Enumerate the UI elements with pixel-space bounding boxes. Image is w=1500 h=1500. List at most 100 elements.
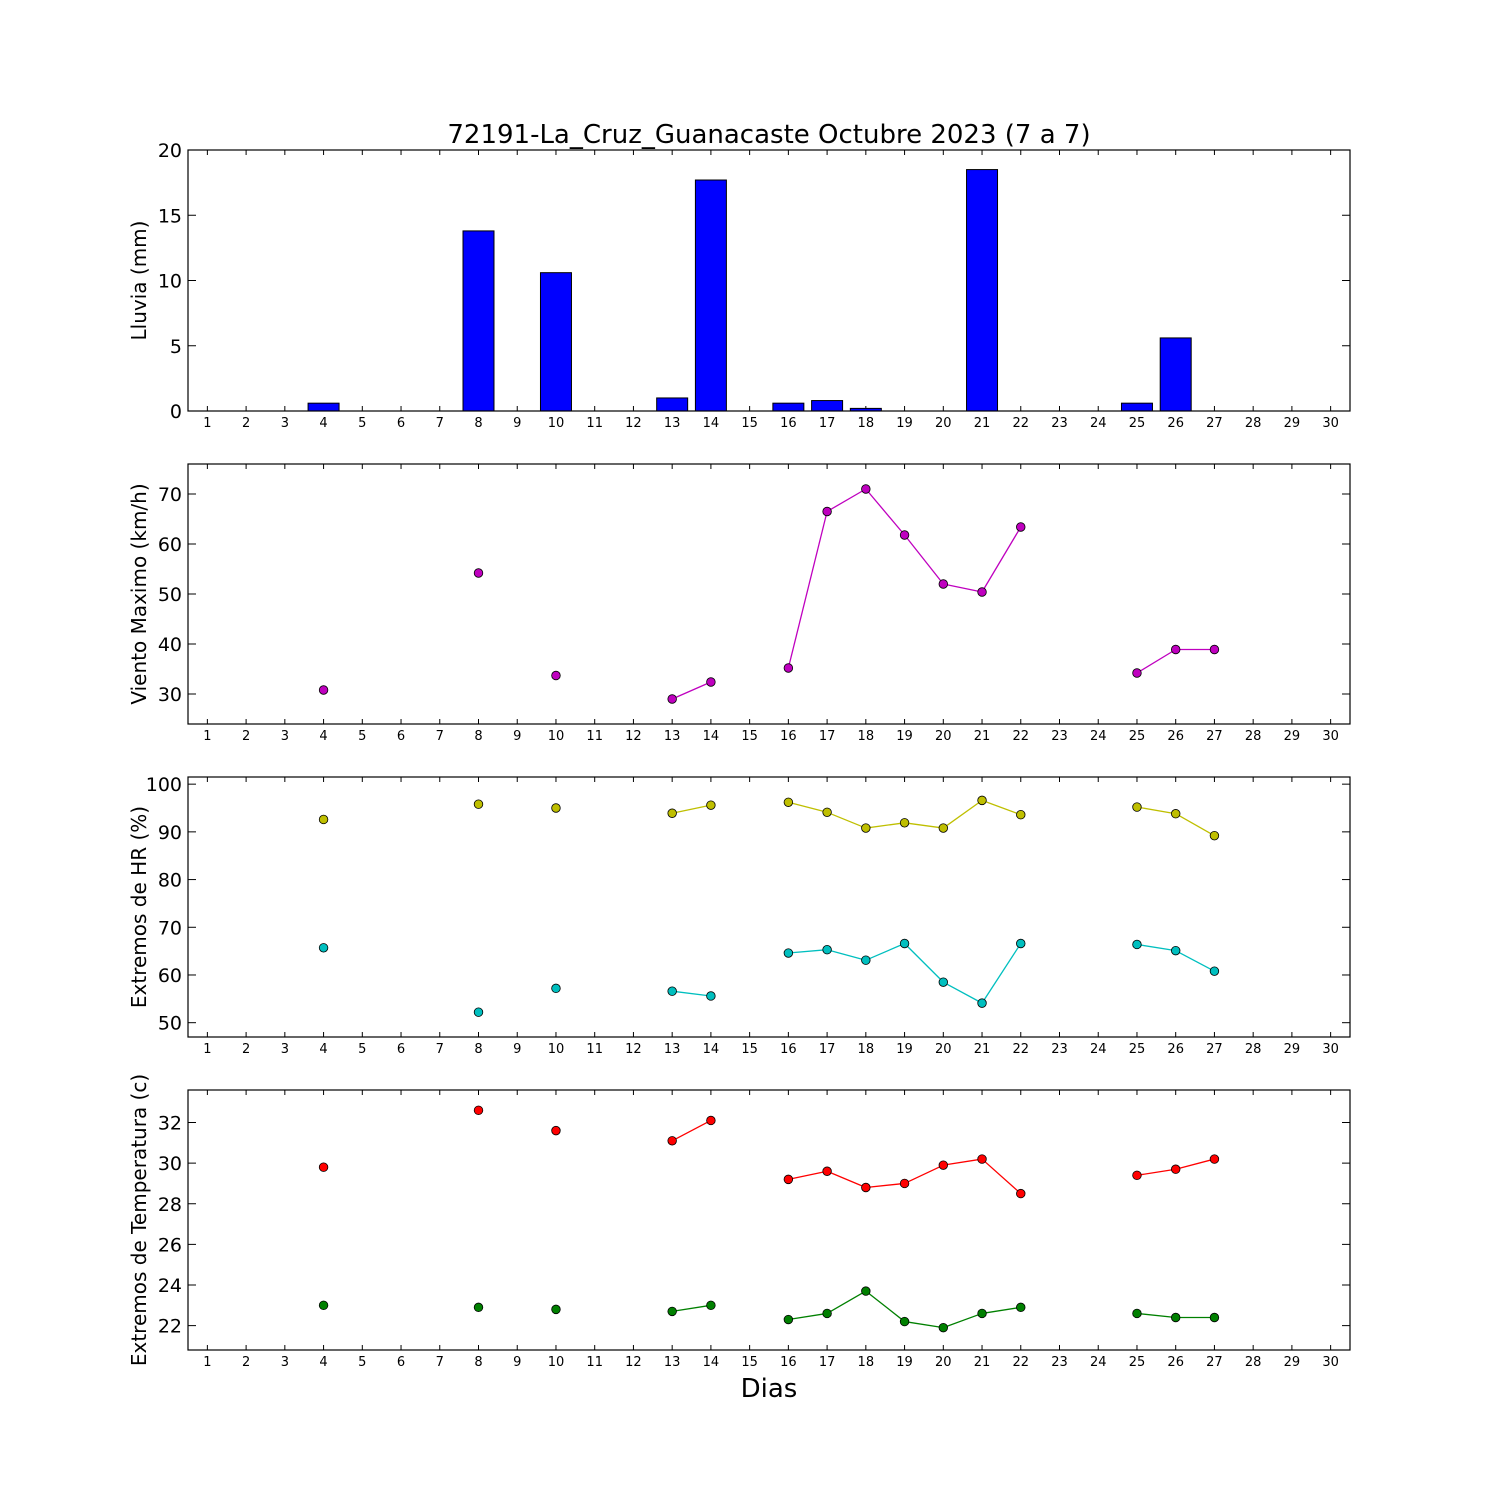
- temperature-series-1-point: [861, 1286, 871, 1296]
- temperature-series-0-segment: [904, 1164, 944, 1185]
- wind-series-0-segment: [671, 681, 712, 700]
- rain-xtick-label: 3: [281, 416, 289, 431]
- wind-series-0-point: [667, 694, 677, 704]
- wind-xtick-label: 5: [358, 729, 366, 744]
- temperature-axes-frame: [187, 1089, 1351, 1351]
- humidity-series-0-segment: [942, 799, 983, 829]
- wind-series-0-point: [1170, 644, 1181, 655]
- rain-xtick-label: 24: [1090, 416, 1107, 431]
- humidity-ytick-label: 60: [158, 965, 182, 987]
- wind-xtick-label: 25: [1129, 729, 1146, 744]
- humidity-series-1-segment: [672, 990, 711, 997]
- temperature-series-1-point: [899, 1316, 910, 1327]
- temperature-series-0-segment: [788, 1170, 828, 1181]
- rain-bar: [1120, 402, 1153, 412]
- humidity-ytick-label: 50: [158, 1013, 182, 1035]
- temperature-series-1-segment: [1136, 1312, 1176, 1319]
- temperature-panel: 1 2 3 4 5 6 7 8 9 10 11 12 13 14 15 16 17 18 19 20 21 22 23 24 2…: [127, 1074, 1351, 1370]
- humidity-series-1-point: [551, 983, 561, 994]
- temperature-series-0-point: [473, 1105, 484, 1116]
- rain-xtick-label: 12: [625, 416, 642, 431]
- temperature-series-1-point: [1170, 1312, 1181, 1323]
- wind-xtick-label: 11: [586, 729, 603, 744]
- temperature-series-0-point: [938, 1160, 949, 1170]
- wind-xtick-label: 29: [1284, 729, 1301, 744]
- temperature-xtick-label: 14: [703, 1355, 720, 1370]
- temperature-xtick-label: 15: [741, 1355, 758, 1370]
- rain-bar: [539, 272, 572, 412]
- temperature-series-0-segment: [671, 1119, 712, 1142]
- wind-xtick-label: 20: [935, 729, 952, 744]
- temperature-series-1-segment: [943, 1312, 983, 1329]
- rain-xtick-label: 14: [703, 416, 720, 431]
- temperature-series-0-point: [1132, 1170, 1142, 1181]
- wind-xtick-label: 26: [1167, 729, 1184, 744]
- rain-axes-frame: [187, 149, 1351, 412]
- chart-panels: 1 2 3 4 5 6 7 8 9 10 11 12 13 14 15 16 17 18 19 20 21 22 23 24 2…: [127, 140, 1351, 1370]
- rain-xtick-label: 4: [319, 416, 327, 431]
- temperature-xtick-label: 17: [819, 1355, 836, 1370]
- rain-xtick-label: 22: [1012, 416, 1029, 431]
- temperature-y-axis-label: Extremos de Temperatura (c): [127, 1074, 151, 1366]
- temperature-series-1-point: [667, 1306, 677, 1317]
- humidity-series-1-point: [1209, 966, 1220, 976]
- wind-series-0-segment: [787, 511, 828, 669]
- temperature-series-1-segment: [826, 1290, 867, 1315]
- humidity-y-axis-label: Extremos de HR (%): [127, 806, 151, 1008]
- wind-ytick-label: 60: [158, 534, 182, 556]
- humidity-series-0-segment: [1136, 806, 1176, 815]
- x-axis-label: Dias: [741, 1374, 798, 1404]
- wind-xtick-label: 19: [896, 729, 913, 744]
- humidity-xtick-label: 11: [586, 1042, 603, 1057]
- humidity-series-0-segment: [826, 811, 867, 829]
- wind-xtick-label: 2: [242, 729, 250, 744]
- temperature-xtick-label: 11: [586, 1355, 603, 1370]
- wind-series-0-point: [938, 579, 949, 589]
- humidity-series-0-point: [1170, 809, 1181, 819]
- humidity-series-1-point: [938, 977, 949, 987]
- wind-series-0-segment: [981, 526, 1022, 593]
- temperature-xtick-label: 4: [319, 1355, 327, 1370]
- wind-xtick-label: 12: [625, 729, 642, 744]
- humidity-xtick-label: 5: [358, 1042, 366, 1057]
- wind-xtick-label: 4: [319, 729, 327, 744]
- humidity-series-0-point: [551, 803, 561, 813]
- rain-xtick-label: 29: [1284, 416, 1301, 431]
- wind-xtick-label: 16: [780, 729, 797, 744]
- temperature-series-1-point: [1132, 1308, 1142, 1319]
- humidity-xtick-label: 14: [703, 1042, 720, 1057]
- humidity-xtick-label: 16: [780, 1042, 797, 1057]
- humidity-series-1-point: [783, 948, 794, 958]
- humidity-xtick-label: 6: [397, 1042, 405, 1057]
- wind-series-0-point: [861, 484, 871, 494]
- rain-bar: [694, 179, 727, 412]
- temperature-series-1-segment: [788, 1312, 828, 1321]
- humidity-series-0-point: [861, 823, 871, 833]
- rain-y-axis-label: Lluvia (mm): [127, 221, 151, 341]
- temperature-xtick-label: 19: [896, 1355, 913, 1370]
- temperature-series-0-point: [977, 1154, 987, 1164]
- wind-xtick-label: 10: [548, 729, 565, 744]
- wind-series-0-point: [1132, 668, 1142, 678]
- wind-xtick-label: 17: [819, 729, 836, 744]
- rain-xtick-label: 5: [358, 416, 366, 431]
- wind-panel: 1 2 3 4 5 6 7 8 9 10 11 12 13 14 15 16 17 18 19 20 21 22 23 24 2…: [127, 463, 1351, 744]
- humidity-xtick-label: 24: [1090, 1042, 1107, 1057]
- rain-bar: [307, 402, 340, 412]
- temperature-xtick-label: 7: [436, 1355, 444, 1370]
- temperature-xtick-label: 30: [1322, 1355, 1339, 1370]
- wind-xtick-label: 8: [474, 729, 482, 744]
- wind-series-0-point: [1016, 522, 1026, 532]
- temperature-series-1-point: [473, 1302, 484, 1313]
- humidity-panel: 1 2 3 4 5 6 7 8 9 10 11 12 13 14 15 16 17 18 19 20 21 22 23 24 2…: [127, 774, 1351, 1057]
- humidity-series-0-point: [938, 823, 949, 833]
- humidity-series-1-point: [1132, 939, 1142, 950]
- temperature-xtick-label: 2: [242, 1355, 250, 1370]
- humidity-series-0-segment: [672, 804, 712, 814]
- wind-series-0-segment: [943, 583, 983, 593]
- humidity-series-1-point: [473, 1007, 484, 1017]
- humidity-series-1-segment: [788, 949, 828, 954]
- temperature-xtick-label: 1: [203, 1355, 211, 1370]
- temperature-series-1-point: [1016, 1302, 1026, 1313]
